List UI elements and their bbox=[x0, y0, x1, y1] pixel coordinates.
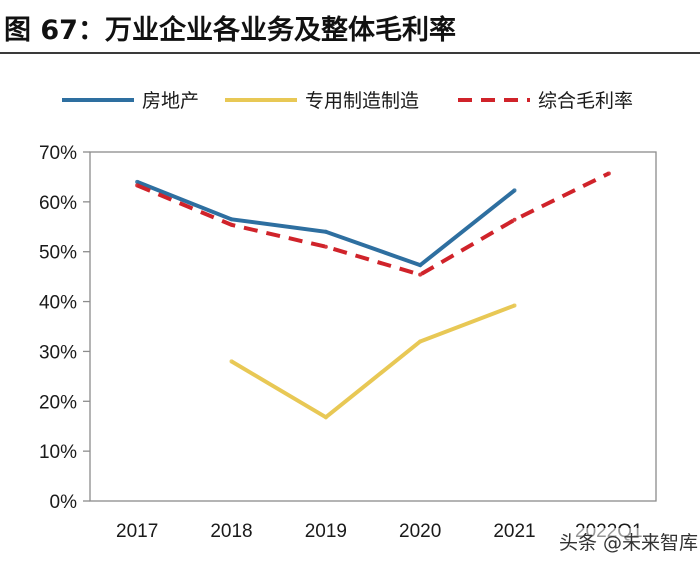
legend: 房地产 专用制造制造 综合毛利率 bbox=[62, 90, 633, 112]
data-point-0 bbox=[323, 229, 328, 234]
plot-frame bbox=[89, 151, 657, 502]
data-point-1 bbox=[229, 359, 234, 364]
data-point-0 bbox=[229, 217, 234, 222]
y-tick-label: 10% bbox=[39, 442, 77, 463]
legend-label-2: 综合毛利率 bbox=[538, 90, 633, 112]
x-tick-label: 2017 bbox=[116, 521, 158, 542]
legend-label-0: 房地产 bbox=[142, 90, 199, 112]
x-tick-label: 2018 bbox=[210, 521, 252, 542]
data-point-2 bbox=[418, 272, 423, 277]
data-point-0 bbox=[418, 263, 423, 268]
data-point-1 bbox=[323, 415, 328, 420]
series-line-0 bbox=[136, 180, 516, 268]
y-axis: 0% 10% 20% 30% 40% 50% 60% 70% bbox=[39, 143, 90, 513]
x-tick-label: 2021 bbox=[493, 521, 535, 542]
data-point-0 bbox=[512, 188, 517, 193]
y-tick-label: 70% bbox=[39, 143, 77, 164]
series-lines bbox=[135, 171, 611, 420]
series-line-1 bbox=[230, 303, 516, 420]
y-tick-label: 40% bbox=[39, 293, 77, 314]
data-point-2 bbox=[323, 244, 328, 249]
legend-label-1: 专用制造制造 bbox=[305, 90, 419, 112]
data-point-2 bbox=[135, 183, 140, 188]
y-tick-label: 20% bbox=[39, 392, 77, 413]
data-point-2 bbox=[229, 222, 234, 227]
data-point-2 bbox=[512, 217, 517, 222]
data-point-2 bbox=[606, 171, 611, 176]
chart-title: 图 67：万业企业各业务及整体毛利率 bbox=[4, 15, 456, 46]
title-divider bbox=[0, 52, 700, 54]
y-tick-label: 0% bbox=[50, 492, 78, 513]
y-tick-label: 60% bbox=[39, 193, 77, 214]
series-line-2 bbox=[136, 171, 610, 277]
data-point-1 bbox=[418, 339, 423, 344]
data-point-0 bbox=[135, 179, 140, 184]
x-tick-label: 2020 bbox=[399, 521, 441, 542]
x-tick-label: 2019 bbox=[305, 521, 347, 542]
y-tick-label: 30% bbox=[39, 342, 77, 363]
watermark: 头条 @未来智库 bbox=[555, 528, 700, 555]
data-point-1 bbox=[512, 303, 517, 308]
y-tick-label: 50% bbox=[39, 243, 77, 264]
